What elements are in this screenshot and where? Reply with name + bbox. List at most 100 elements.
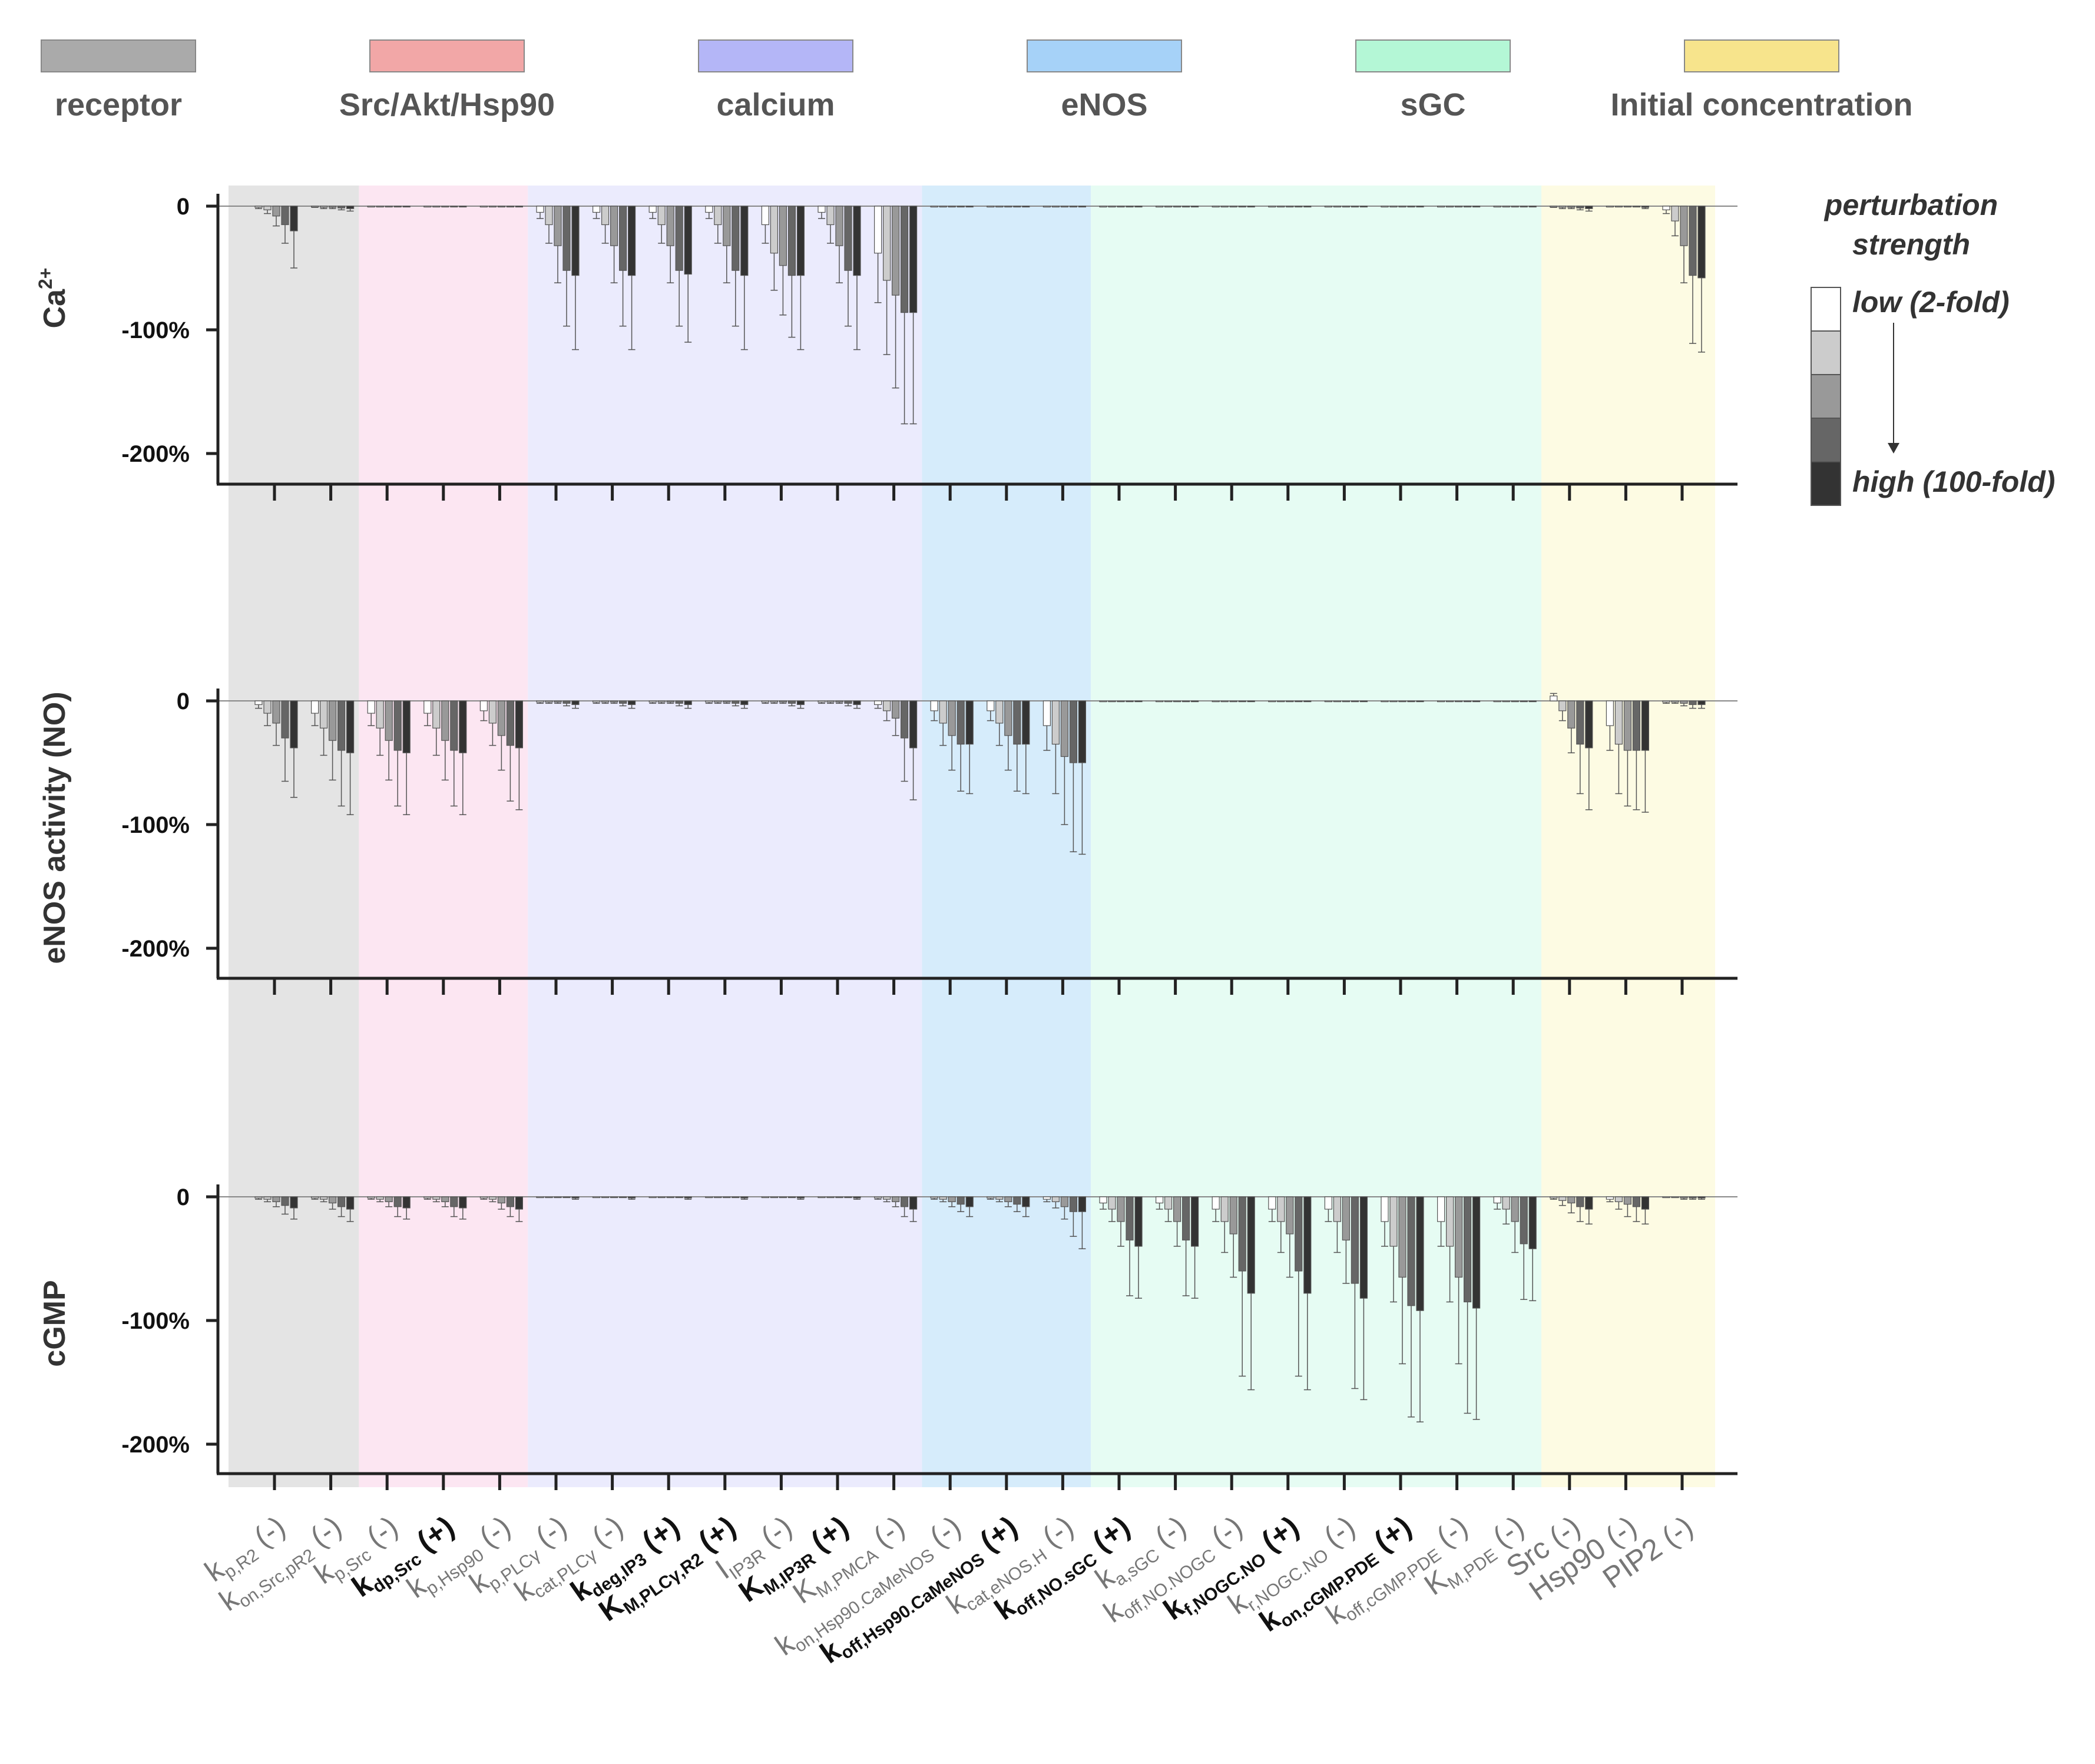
bar <box>1277 1196 1285 1222</box>
bar <box>1632 1196 1640 1207</box>
bar <box>1108 700 1116 703</box>
bar <box>1181 1196 1190 1241</box>
bar <box>826 206 835 226</box>
bar <box>1247 1196 1255 1294</box>
bar <box>1013 206 1021 208</box>
bar <box>1632 700 1640 751</box>
bar <box>450 1196 458 1207</box>
bar <box>1567 206 1576 208</box>
bar <box>1511 206 1519 208</box>
legend-label-1: Src/Akt/Hsp90 <box>339 87 555 123</box>
bar <box>432 1196 441 1200</box>
bar <box>1155 700 1164 703</box>
bar <box>1680 700 1688 704</box>
bar <box>1680 1196 1688 1199</box>
bar <box>1446 206 1454 208</box>
bar <box>515 1196 524 1210</box>
bar <box>882 700 891 711</box>
bar <box>1614 1196 1623 1202</box>
bar <box>714 700 722 703</box>
y-tick-label: 0 <box>177 1184 190 1210</box>
bar <box>506 1196 515 1207</box>
bar <box>1190 1196 1199 1247</box>
category-bands <box>229 186 1715 1487</box>
bar <box>263 206 272 210</box>
bar <box>666 700 674 703</box>
bar <box>367 1196 375 1199</box>
bar <box>1181 206 1190 208</box>
bar <box>1099 1196 1107 1204</box>
legend-label-2: calcium <box>716 87 835 123</box>
bar <box>1464 700 1472 703</box>
bar <box>376 206 384 208</box>
bar <box>1277 206 1285 208</box>
bar <box>818 206 826 213</box>
bar <box>1286 206 1294 208</box>
bar <box>545 1196 553 1199</box>
bar <box>1013 1196 1021 1205</box>
bar <box>1286 1196 1294 1235</box>
bar <box>441 1196 449 1202</box>
bar <box>393 206 402 208</box>
bar <box>826 1196 835 1199</box>
bar <box>402 206 411 208</box>
bar <box>402 700 411 753</box>
bar <box>571 700 580 705</box>
legend-swatch-5 <box>1684 39 1839 72</box>
bar <box>272 1196 280 1202</box>
bar <box>1455 206 1463 208</box>
bar <box>1359 206 1368 208</box>
bar <box>423 206 432 208</box>
bar <box>714 1196 722 1199</box>
bar <box>1164 700 1173 703</box>
bar <box>835 700 843 703</box>
bar <box>1567 1196 1576 1204</box>
bar <box>1641 206 1649 208</box>
bar <box>1455 1196 1463 1278</box>
bar <box>506 700 515 746</box>
bar <box>939 206 947 208</box>
bar <box>779 700 787 703</box>
bar <box>254 1196 263 1199</box>
bar <box>779 1196 787 1199</box>
bar <box>1022 206 1030 208</box>
bar <box>310 700 319 714</box>
bar <box>515 206 524 208</box>
bar <box>995 1196 1004 1200</box>
panel-title-sup: 2+ <box>35 268 56 289</box>
bar <box>1472 206 1481 208</box>
bar <box>1004 1196 1012 1202</box>
bar <box>1173 700 1181 703</box>
bar <box>1268 1196 1276 1210</box>
bar <box>1333 206 1341 208</box>
bar <box>1585 206 1593 209</box>
bar <box>1437 1196 1445 1222</box>
bar <box>1697 700 1706 705</box>
bar <box>1117 1196 1125 1222</box>
bar <box>1333 1196 1341 1222</box>
legend-swatch-4 <box>1355 39 1511 72</box>
bar <box>761 700 770 703</box>
y-tick-label: 0 <box>177 689 190 714</box>
bar <box>818 1196 826 1199</box>
shade-swatch-1 <box>1811 330 1841 375</box>
bar <box>1606 206 1614 208</box>
bar <box>1511 700 1519 703</box>
bar <box>488 1196 497 1200</box>
bar <box>1446 1196 1454 1247</box>
bar <box>1359 1196 1368 1299</box>
bar <box>900 206 909 313</box>
bar <box>1351 206 1359 208</box>
bar <box>882 206 891 281</box>
bar <box>1558 206 1567 208</box>
bar <box>675 700 683 704</box>
y-tick-label: -100% <box>121 317 190 343</box>
bar <box>1229 1196 1237 1235</box>
bar <box>939 700 947 724</box>
bar <box>337 206 346 208</box>
bar <box>1212 206 1220 208</box>
bar <box>254 206 263 208</box>
bar <box>1173 1196 1181 1222</box>
bar <box>891 700 900 719</box>
bar <box>618 1196 627 1199</box>
